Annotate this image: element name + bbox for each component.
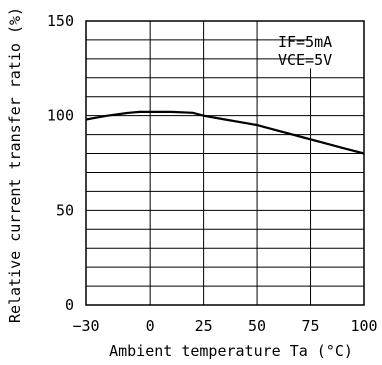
y-tick-label: 50	[56, 201, 74, 219]
tick-labels: −30 0 25 50 75 100 0 50 100 150	[47, 12, 378, 335]
x-tick-label: 50	[248, 317, 266, 335]
x-tick-label: 0	[146, 317, 155, 335]
y-tick-label: 150	[47, 12, 74, 30]
x-tick-label: −30	[72, 317, 99, 335]
annotation-if: IF=5mA	[278, 33, 332, 51]
series-layer	[85, 110, 365, 155]
y-tick-label: 100	[47, 107, 74, 125]
x-tick-label: 25	[195, 317, 213, 335]
x-tick-label: 100	[350, 317, 377, 335]
x-tick-label: 75	[302, 317, 320, 335]
y-tick-label: 0	[65, 296, 74, 314]
y-axis-label: Relative current transfer ratio (%)	[6, 7, 24, 323]
series-line	[85, 110, 365, 155]
plot-frame	[85, 20, 365, 306]
annotation-vce: VCE=5V	[278, 51, 332, 69]
x-axis-label: Ambient temperature Ta (°C)	[109, 342, 353, 360]
grid	[86, 21, 364, 305]
